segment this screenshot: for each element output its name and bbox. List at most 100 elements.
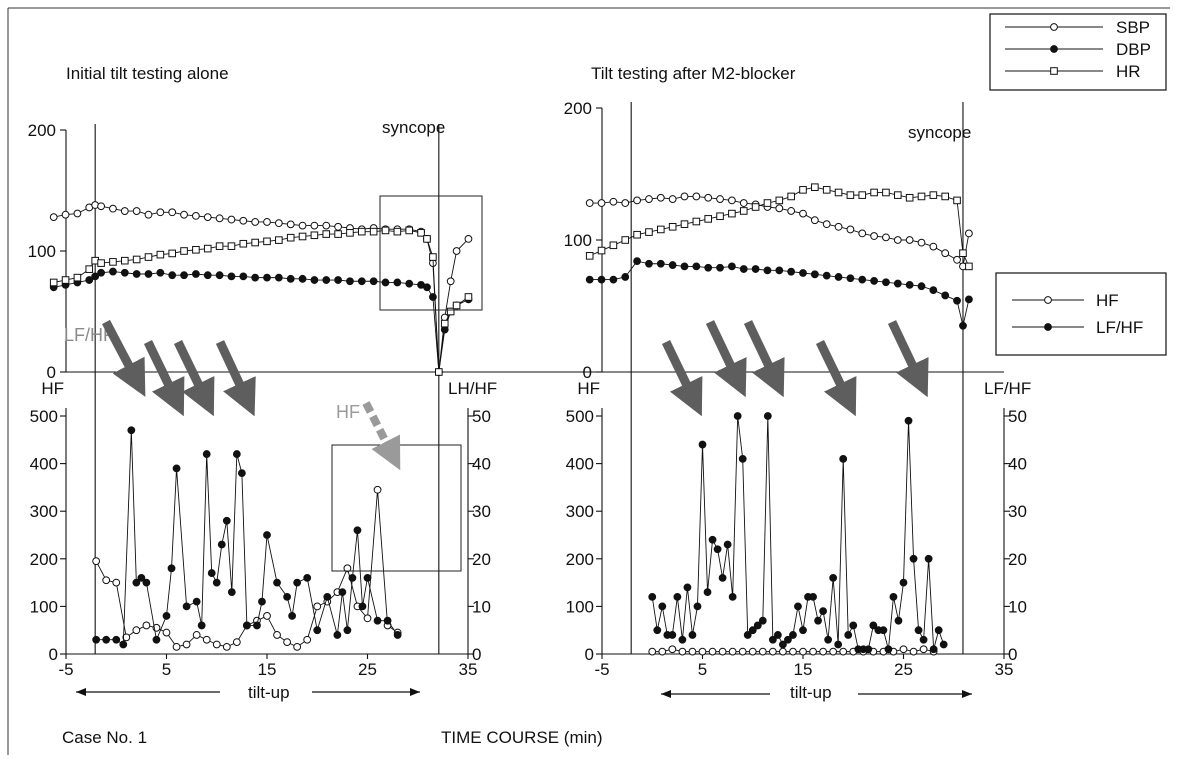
point-dbp [810,270,819,279]
point-hf [738,647,747,656]
series-line-lf-hf [96,430,399,646]
point-sbp [156,208,165,217]
y-tick-label-right: 40 [1008,455,1027,474]
point-hr [822,186,831,194]
point-lf-hf [343,626,352,635]
point-sbp [728,196,736,205]
point-lf-hf [814,616,822,625]
point-hr [917,192,926,201]
point-sbp [799,209,807,218]
point-dbp [346,277,354,286]
point-hr [435,368,443,376]
point-hr [941,192,950,201]
point-dbp [215,271,224,280]
point-hr [704,215,713,223]
point-dbp [775,266,784,275]
point-lf-hf [799,626,807,635]
y-tick-label-right: 0 [472,645,481,664]
y-tick-label-left: 0 [49,645,58,664]
point-hr [929,191,938,199]
point-hr [215,242,224,250]
legend-label-lf-hf: LF/HF [1096,318,1143,337]
point-lf-hf [939,640,948,649]
point-sbp [239,216,248,225]
arrow-left-3 [173,340,215,417]
point-sbp [298,221,307,230]
point-hf [122,633,131,642]
case-label: Case No. 1 [62,728,147,747]
point-hf [212,640,221,649]
point-hf [839,647,848,656]
point-lf-hf [869,621,878,630]
point-sbp [870,232,878,240]
arrow-left-hf [362,401,401,471]
point-hr [775,196,784,205]
point-sbp [739,199,748,207]
point-hf [698,647,707,656]
series-line-dbp [589,260,970,326]
point-dbp [227,272,236,281]
legend-label-hf: HF [1096,291,1119,310]
point-dbp [156,268,165,277]
point-lf-hf [393,631,402,639]
right-syncope-label: syncope [908,123,971,142]
point-hr [446,307,455,316]
point-lf-hf [834,640,843,649]
point-sbp [692,192,701,201]
y-tick-label: 100 [28,242,56,261]
legend-marker-dbp [1050,45,1058,53]
point-sbp [621,199,630,207]
point-hr [846,191,855,199]
point-hf [708,647,717,656]
point-hf [112,578,121,587]
point-hf [293,642,302,651]
point-lf-hf [358,602,367,611]
point-hr [334,230,342,238]
point-hr [275,236,283,244]
point-lf-hf [353,526,362,535]
y-tick-label-left: 300 [566,502,594,521]
arrow-right-4 [815,340,857,417]
point-lf-hf [884,645,893,654]
point-lf-hf [678,635,687,644]
point-dbp [917,282,926,291]
point-lf-hf [683,583,692,592]
arrow-right-2 [705,320,747,398]
point-sbp [680,192,689,201]
point-hf [718,647,727,656]
legend-top: SBP DBP HR [989,13,1167,91]
point-dbp [621,273,630,281]
point-dbp [941,291,950,300]
point-sbp [597,199,606,207]
y-tick-label: 200 [564,99,592,118]
point-sbp [810,216,819,225]
point-hr [716,212,724,221]
point-dbp [882,278,890,287]
point-sbp [787,207,796,215]
point-hr [310,231,319,240]
point-lf-hf [919,635,928,644]
point-hr [227,242,236,250]
point-sbp [61,210,70,219]
point-hr [959,249,967,257]
point-dbp [334,276,343,284]
point-hr [953,196,961,205]
point-lf-hf [763,412,772,420]
point-sbp [656,193,665,202]
point-lf-hf [313,626,322,635]
point-hr [633,230,641,239]
point-sbp [917,238,926,247]
point-hr [417,229,425,237]
point-hr [763,199,772,207]
point-sbp [274,219,283,228]
right-tilt-label: tilt-up [790,683,832,702]
point-hr [799,186,807,194]
point-dbp [381,278,390,287]
point-sbp [893,236,902,244]
point-hr [668,223,677,231]
point-hr [423,235,431,243]
syncope-highlight-box-top [379,195,483,311]
left-tilt-annotation: tilt-up [76,683,420,702]
